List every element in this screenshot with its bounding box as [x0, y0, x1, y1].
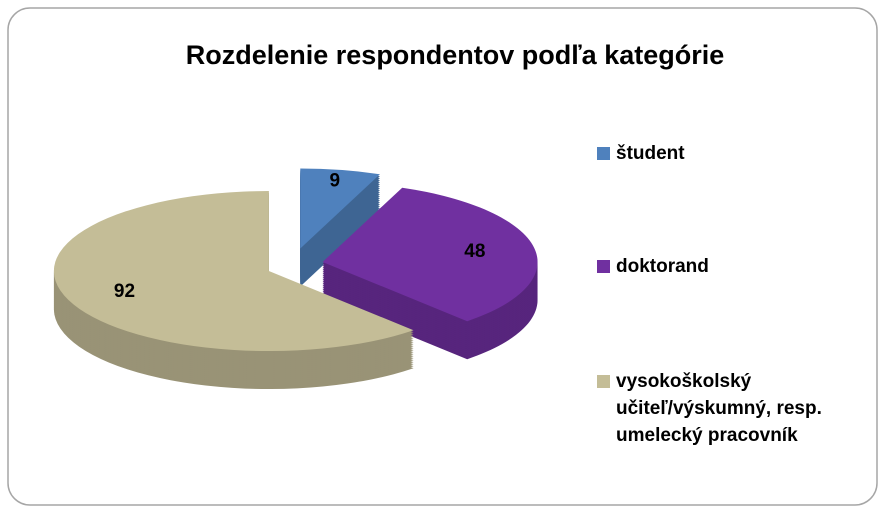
chart-title: Rozdelenie respondentov podľa kategórie — [186, 40, 725, 70]
legend-item: študent — [597, 140, 685, 167]
data-label: 48 — [464, 241, 485, 262]
data-label: 92 — [114, 281, 135, 302]
pie-slice — [300, 168, 380, 249]
legend-swatch — [597, 147, 610, 160]
pie-slice — [322, 187, 538, 322]
data-label: 9 — [329, 171, 340, 192]
legend-swatch — [597, 375, 610, 388]
legend-label: doktorand — [616, 256, 709, 277]
legend-item: vysokoškolský učiteľ/výskumný, resp. ume… — [597, 368, 867, 449]
pie-slice — [53, 191, 414, 352]
legend-item: doktorand — [597, 253, 709, 280]
legend-swatch — [597, 260, 610, 273]
legend-label: študent — [616, 143, 685, 164]
legend-label: vysokoškolský učiteľ/výskumný, resp. ume… — [616, 371, 822, 446]
